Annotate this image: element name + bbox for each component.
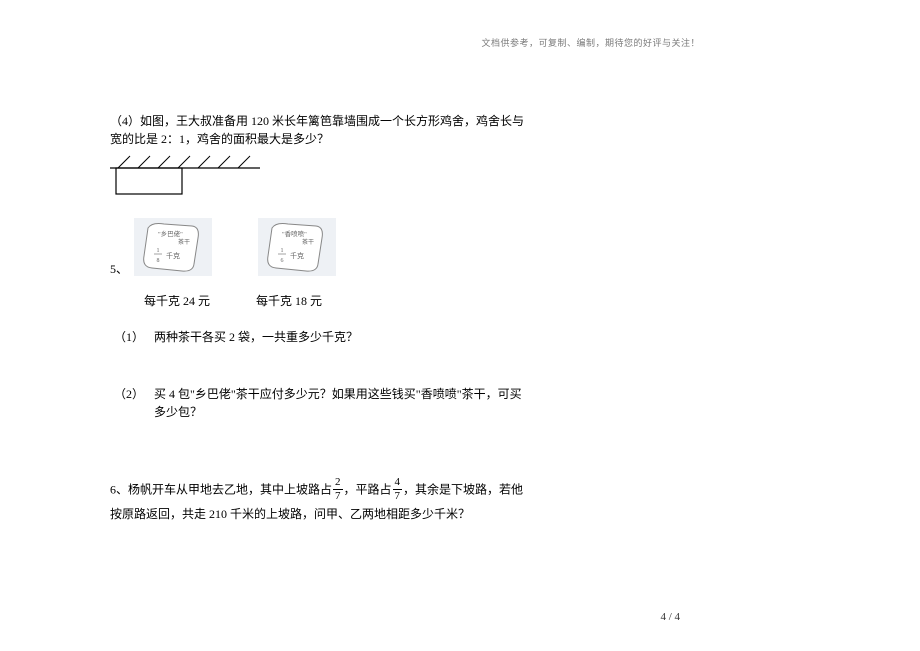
tea2-price: 每千克 18 元	[256, 292, 322, 310]
q5-sub1-text: 两种茶干各买 2 袋，一共重多少千克？	[154, 328, 530, 347]
question-6: 6、杨帆开车从甲地去乙地，其中上坡路占27，平路占47，其余是下坡路，若他按原路…	[110, 478, 530, 526]
document-page: 文档供参考，可复制、编制，期待您的好评与关注！ （4）如图，王大叔准备用 120…	[90, 0, 810, 651]
question-5-label: 5、	[110, 260, 128, 278]
tea1-product: 茶干	[178, 238, 190, 246]
tea-bag-2: "香喷喷" 茶干 1 6 千克	[258, 218, 332, 280]
tea2-brand: "香喷喷"	[282, 229, 307, 238]
q5-sub1-num: （1）	[114, 328, 154, 347]
tea1-frac-n: 1	[157, 248, 160, 254]
tea2-unit: 千克	[290, 251, 304, 260]
question-4-text: （4）如图，王大叔准备用 120 米长年篱笆靠墙围成一个长方形鸡舍，鸡舍长与宽的…	[110, 112, 530, 148]
tea1-unit: 千克	[166, 251, 180, 260]
tea-bag-1: "乡巴佬" 茶干 1 8 千克	[134, 218, 208, 280]
tea1-frac-d: 8	[157, 258, 160, 264]
q6-frac-1: 27	[333, 477, 343, 502]
header-note: 文档供参考，可复制、编制，期待您的好评与关注！	[481, 36, 700, 49]
content-area: （4）如图，王大叔准备用 120 米长年篱笆靠墙围成一个长方形鸡舍，鸡舍长与宽的…	[110, 112, 530, 526]
tea2-frac-d: 6	[281, 258, 284, 264]
q6-frac-2: 47	[393, 477, 403, 502]
tea2-frac-n: 1	[281, 248, 284, 254]
tea1-price: 每千克 24 元	[144, 292, 210, 310]
tea2-product: 茶干	[302, 238, 314, 246]
q5-sub2-num: （2）	[114, 385, 154, 422]
q6-prefix: 6、杨帆开车从甲地去乙地，其中上坡路占	[110, 482, 332, 496]
page-number: 4 / 4	[660, 611, 680, 623]
q5-sub2-text: 买 4 包"乡巴佬"茶干应付多少元？如果用这些钱买"香喷喷"茶干，可买多少包？	[154, 385, 530, 422]
q6-mid: ，平路占	[344, 482, 392, 496]
wall-figure	[110, 154, 240, 202]
tea1-brand: "乡巴佬"	[158, 229, 183, 238]
